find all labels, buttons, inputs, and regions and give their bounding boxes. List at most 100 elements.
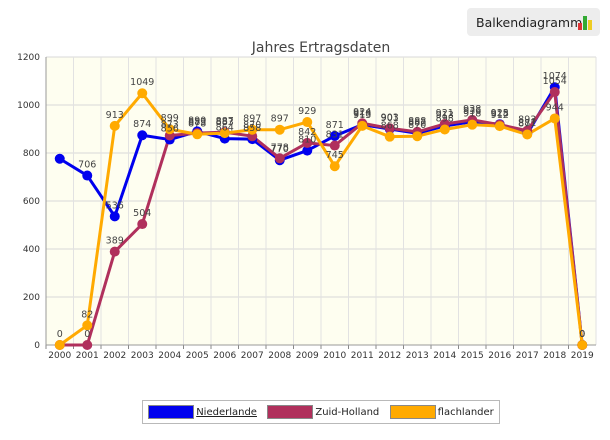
data-point <box>329 161 340 172</box>
data-label: 924 <box>353 107 371 118</box>
data-label: 938 <box>463 104 481 115</box>
data-label: 0 <box>579 329 585 340</box>
data-point <box>302 137 313 148</box>
data-label: 903 <box>381 112 399 123</box>
y-tick-label: 1200 <box>17 53 40 63</box>
x-tick-label: 2019 <box>571 351 594 361</box>
data-label: 770 <box>271 144 289 155</box>
data-point <box>274 124 285 135</box>
data-label: 870 <box>243 120 261 131</box>
data-label: 874 <box>133 119 151 130</box>
data-label: 536 <box>106 200 124 211</box>
data-label: 778 <box>271 142 289 153</box>
data-label: 0 <box>579 329 585 340</box>
data-point <box>522 129 533 140</box>
data-point <box>384 131 395 142</box>
data-point <box>137 219 148 230</box>
legend: Niederlande Zuid-Holland flachlander <box>142 400 500 424</box>
x-tick-label: 2004 <box>158 351 181 361</box>
data-label: 0 <box>579 329 585 340</box>
data-point <box>82 170 93 181</box>
data-point <box>549 87 560 98</box>
x-tick-label: 2007 <box>241 351 264 361</box>
data-point <box>384 123 395 134</box>
y-tick-label: 600 <box>23 197 40 207</box>
data-label: 921 <box>436 108 454 119</box>
legend-item-niederlande[interactable]: Niederlande <box>148 405 257 419</box>
data-point <box>412 131 423 142</box>
data-label: 870 <box>408 120 426 131</box>
data-label: 944 <box>546 102 564 113</box>
x-tick-label: 2003 <box>131 351 154 361</box>
data-label: 868 <box>381 121 399 132</box>
data-point <box>549 113 560 124</box>
data-label: 842 <box>298 127 316 138</box>
data-label: 864 <box>216 123 234 134</box>
data-label: 706 <box>78 160 96 171</box>
data-label: 1074 <box>543 71 567 82</box>
x-tick-label: 2009 <box>296 351 319 361</box>
data-label: 831 <box>326 130 344 141</box>
legend-swatch <box>389 405 436 419</box>
data-point <box>494 121 505 132</box>
data-point <box>137 88 148 99</box>
data-label: 913 <box>106 110 124 121</box>
data-label: 873 <box>161 119 179 130</box>
data-point <box>109 120 120 131</box>
data-label: 856 <box>161 124 179 135</box>
data-label: 925 <box>491 108 509 119</box>
data-label: 883 <box>216 117 234 128</box>
x-tick-label: 2001 <box>76 351 99 361</box>
data-point <box>302 117 313 128</box>
data-point <box>54 340 65 350</box>
y-tick-label: 400 <box>23 245 40 255</box>
x-tick-label: 2016 <box>488 351 511 361</box>
data-label: 888 <box>408 116 426 127</box>
data-point <box>467 119 478 130</box>
x-tick-label: 2000 <box>48 351 71 361</box>
x-tick-label: 2011 <box>351 351 374 361</box>
data-point <box>247 124 258 135</box>
chart-title: Jahres Ertragsdaten <box>251 40 390 56</box>
x-tick-label: 2018 <box>543 351 566 361</box>
chart-type-toggle-button[interactable]: Balkendiagramm <box>467 8 600 36</box>
data-point <box>329 130 340 141</box>
data-label: 918 <box>491 109 509 120</box>
legend-label: flachlander <box>437 406 494 418</box>
data-label: 901 <box>381 113 399 124</box>
data-label: 890 <box>188 115 206 126</box>
x-tick-label: 2017 <box>516 351 539 361</box>
data-label: 810 <box>298 135 316 146</box>
data-label: 918 <box>463 109 481 120</box>
data-label: 0 <box>84 329 90 340</box>
legend-item-zuid-holland[interactable]: Zuid-Holland <box>267 405 379 419</box>
data-point <box>577 340 588 350</box>
data-label: 893 <box>518 115 536 126</box>
data-label: 883 <box>188 117 206 128</box>
bar-chart-icon <box>578 16 592 30</box>
data-label: 898 <box>436 113 454 124</box>
legend-swatch <box>267 405 314 419</box>
x-tick-label: 2008 <box>268 351 291 361</box>
data-label: 745 <box>326 150 344 161</box>
data-label: 897 <box>271 114 289 125</box>
data-point <box>439 124 450 135</box>
data-point <box>302 145 313 156</box>
y-tick-label: 1000 <box>17 101 40 111</box>
data-label: 929 <box>298 106 316 117</box>
x-tick-label: 2013 <box>406 351 429 361</box>
data-point <box>82 320 93 331</box>
x-tick-label: 2014 <box>433 351 456 361</box>
data-label: 0 <box>57 329 63 340</box>
data-label: 918 <box>353 109 371 120</box>
y-tick-label: 200 <box>23 293 40 303</box>
x-tick-label: 2015 <box>461 351 484 361</box>
data-label: 871 <box>326 120 344 131</box>
legend-item-flachlander[interactable]: flachlander <box>389 405 494 419</box>
data-label: 882 <box>408 117 426 128</box>
data-label: 877 <box>518 119 536 130</box>
data-point <box>109 246 120 257</box>
x-tick-label: 2010 <box>323 351 346 361</box>
legend-label: Niederlande <box>196 406 257 418</box>
